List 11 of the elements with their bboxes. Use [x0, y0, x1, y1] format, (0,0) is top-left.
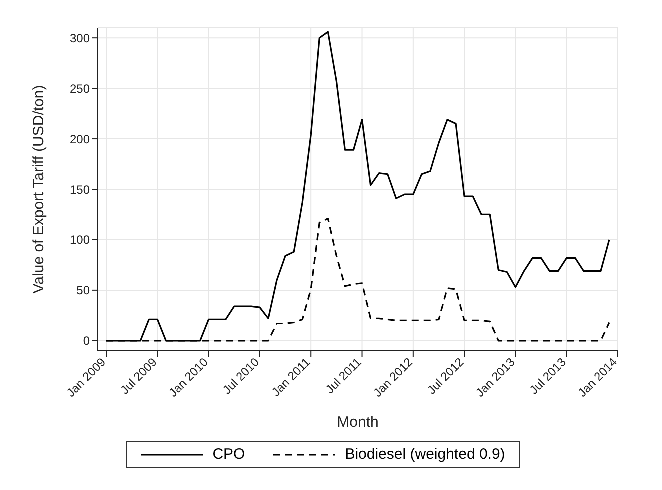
y-tick-label: 50 [76, 284, 90, 298]
legend-label: Biodiesel (weighted 0.9) [345, 446, 506, 463]
y-tick-label: 200 [70, 132, 90, 146]
legend-label: CPO [212, 446, 246, 463]
y-tick-label: 300 [70, 31, 90, 46]
x-axis-title: Month [337, 414, 379, 431]
y-axis-title: Value of Export Tariff (USD/ton) [30, 85, 48, 294]
y-tick-label: 100 [70, 233, 90, 248]
y-tick-label: 0 [83, 334, 90, 348]
y-tick-label: 250 [70, 82, 90, 96]
y-tick-label: 150 [70, 182, 90, 197]
